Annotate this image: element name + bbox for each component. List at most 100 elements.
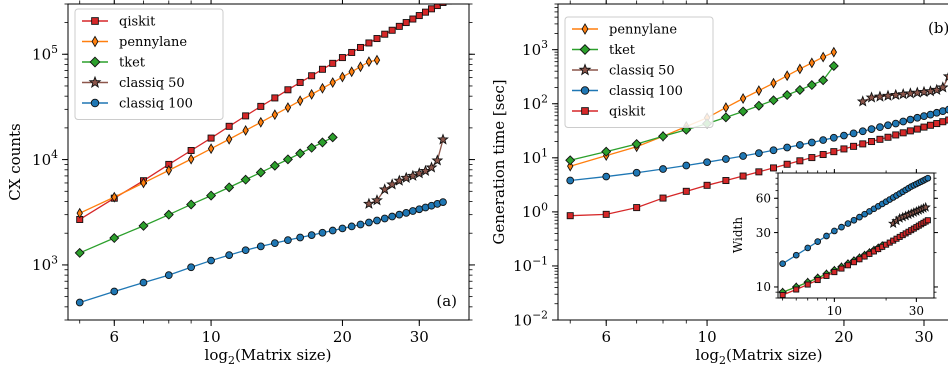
data-point-classiq-100 (944, 105, 948, 114)
data-point-qiskit (808, 154, 816, 162)
legend-label: classiq 100 (609, 84, 683, 99)
data-point-qiskit (566, 212, 574, 220)
data-point-classiq-50 (865, 91, 878, 103)
x-tick-label: 6 (601, 328, 611, 346)
y-tick-base: 10 (513, 311, 532, 329)
data-point-qiskit (187, 147, 195, 154)
data-point-qiskit (859, 140, 867, 148)
legend-box (564, 16, 714, 128)
data-point-qiskit (823, 272, 830, 279)
data-point-classiq-50 (856, 95, 869, 107)
data-point-classiq-100 (395, 210, 404, 219)
data-point-classiq-100 (792, 251, 800, 259)
data-point-qiskit (796, 157, 804, 165)
data-point-classiq-100 (296, 233, 305, 242)
data-point-qiskit (271, 94, 279, 102)
data-point-tket (768, 95, 779, 106)
data-point-pennylane (373, 54, 381, 66)
data-point-qiskit (840, 145, 848, 153)
data-point-classiq-100 (402, 209, 411, 217)
data-point-classiq-50 (371, 194, 383, 206)
data-point-tket (738, 106, 749, 117)
data-point-qiskit (876, 135, 884, 143)
y-tick-label: 10−1 (513, 254, 548, 275)
data-point-qiskit (783, 160, 791, 168)
x-axis-label: log2(Matrix size) (205, 346, 332, 367)
data-point-classiq-100 (819, 136, 828, 144)
data-point-qiskit (357, 43, 364, 51)
data-point-pennylane (339, 71, 346, 83)
legend-marker (90, 98, 100, 108)
data-point-tket (327, 132, 338, 143)
data-point-pennylane (770, 77, 777, 89)
data-point-classiq-100 (844, 220, 852, 227)
data-point-qiskit (933, 120, 941, 128)
data-point-classiq-100 (807, 138, 816, 147)
data-point-qiskit (850, 142, 858, 150)
x-axis-label-main: log (696, 346, 720, 364)
data-point-qiskit (338, 54, 346, 62)
data-point-qiskit (906, 127, 914, 135)
data-point-qiskit (348, 48, 356, 56)
axes-frame (557, 3, 948, 321)
data-point-classiq-100 (856, 213, 863, 221)
data-point-qiskit (433, 4, 441, 10)
data-point-classiq-50 (393, 174, 406, 186)
data-point-tket (794, 84, 805, 95)
y-tick-exponent: 3 (541, 38, 548, 51)
data-point-classiq-100 (270, 239, 279, 248)
data-point-classiq-100 (755, 149, 763, 158)
data-point-classiq-100 (769, 146, 778, 155)
data-point-classiq-100 (602, 172, 611, 181)
x-tick-label: 20 (834, 328, 853, 346)
data-point-classiq-100 (779, 260, 786, 268)
data-point-classiq-100 (318, 228, 327, 237)
data-point-pennylane (348, 66, 355, 78)
y-tick-label: 103 (32, 253, 58, 274)
panel-label: (b) (928, 19, 948, 37)
data-point-classiq-100 (207, 256, 215, 265)
x-tick-label: 30 (914, 328, 933, 346)
data-point-qiskit (926, 121, 934, 129)
y-tick-label: 100 (522, 200, 548, 221)
legend-label: tket (609, 43, 636, 58)
data-point-pennylane (308, 88, 315, 100)
y-tick-exponent: −2 (532, 309, 548, 322)
legend-label: classiq 50 (609, 64, 675, 79)
data-point-qiskit (415, 12, 423, 20)
data-point-qiskit (365, 39, 373, 47)
y-tick-exponent: 0 (541, 200, 548, 213)
data-point-classiq-100 (913, 113, 922, 122)
legend-marker (89, 56, 101, 68)
y-tick-base: 10 (522, 203, 541, 221)
data-point-classiq-50 (400, 171, 413, 183)
data-point-qiskit (659, 194, 667, 202)
data-point-pennylane (755, 85, 763, 97)
data-point-qiskit (329, 59, 337, 67)
x-axis-label-subscript: 2 (719, 354, 726, 367)
y-tick-label: 60 (756, 191, 771, 205)
data-point-pennylane (739, 93, 747, 104)
y-tick-label: 103 (522, 38, 548, 59)
data-point-classiq-100 (566, 176, 575, 185)
data-point-pennylane (284, 102, 292, 113)
data-point-classiq-50 (930, 83, 943, 95)
data-point-qiskit (682, 187, 690, 195)
panel-label: (a) (436, 292, 457, 310)
y-tick-base: 10 (522, 41, 541, 59)
data-point-qiskit (428, 5, 436, 13)
data-point-classiq-100 (823, 232, 830, 240)
data-point-qiskit (939, 118, 947, 126)
legend-marker (581, 23, 589, 35)
axis-ticks (552, 0, 925, 326)
data-point-classiq-100 (307, 231, 316, 239)
data-point-qiskit (804, 281, 811, 288)
data-point-tket (240, 174, 251, 185)
data-point-tket (317, 137, 328, 148)
data-point-classiq-100 (850, 216, 858, 224)
data-point-qiskit (856, 256, 863, 263)
data-point-classiq-50 (378, 183, 391, 195)
data-point-pennylane (165, 164, 172, 176)
axis-ticks (62, 0, 475, 326)
data-point-qiskit (739, 172, 747, 180)
